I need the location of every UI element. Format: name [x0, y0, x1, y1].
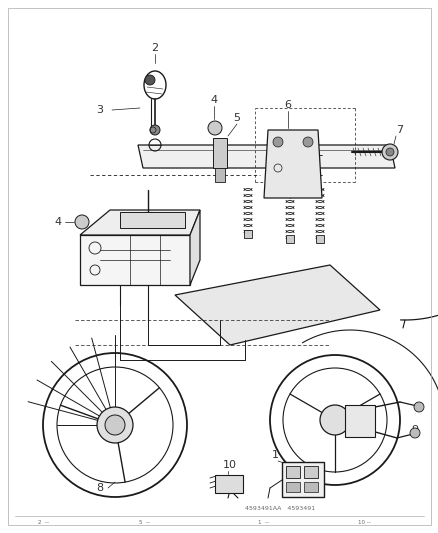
Text: 7: 7: [396, 125, 403, 135]
Text: 10: 10: [223, 460, 237, 470]
Circle shape: [97, 407, 133, 443]
Circle shape: [319, 405, 349, 435]
Circle shape: [381, 144, 397, 160]
Bar: [244, 230, 251, 238]
Bar: [215, 168, 225, 182]
Bar: [120, 212, 184, 228]
Polygon shape: [190, 210, 200, 285]
Text: 4593491AA   4593491: 4593491AA 4593491: [244, 505, 314, 511]
Circle shape: [208, 121, 222, 135]
Polygon shape: [138, 145, 394, 168]
Circle shape: [413, 402, 423, 412]
Circle shape: [145, 75, 155, 85]
Circle shape: [75, 215, 89, 229]
Text: 6: 6: [284, 100, 291, 110]
Circle shape: [272, 137, 283, 147]
Text: 5  --: 5 --: [139, 521, 150, 526]
Bar: [303, 482, 317, 492]
Bar: [285, 482, 299, 492]
Circle shape: [302, 137, 312, 147]
Text: 5: 5: [233, 113, 240, 123]
Bar: [215, 475, 243, 493]
Text: 9: 9: [410, 425, 417, 435]
Circle shape: [105, 415, 125, 435]
Bar: [344, 405, 374, 437]
Text: 1: 1: [271, 450, 278, 460]
Circle shape: [385, 148, 393, 156]
Bar: [285, 235, 293, 243]
Polygon shape: [80, 210, 200, 235]
Bar: [285, 466, 299, 478]
Bar: [303, 466, 317, 478]
Polygon shape: [80, 235, 190, 285]
Text: 4: 4: [54, 217, 61, 227]
Text: 4: 4: [210, 95, 217, 105]
Text: 8: 8: [96, 483, 103, 493]
Circle shape: [409, 428, 419, 438]
Text: 10 --: 10 --: [357, 521, 370, 526]
Bar: [315, 235, 323, 243]
Text: 3: 3: [96, 105, 103, 115]
Bar: [212, 138, 226, 168]
Circle shape: [150, 125, 159, 135]
Text: 2: 2: [151, 43, 158, 53]
Polygon shape: [263, 130, 321, 198]
Text: 2  --: 2 --: [38, 521, 49, 526]
Bar: [281, 462, 323, 497]
Text: 1  --: 1 --: [257, 521, 268, 526]
Polygon shape: [175, 265, 379, 345]
